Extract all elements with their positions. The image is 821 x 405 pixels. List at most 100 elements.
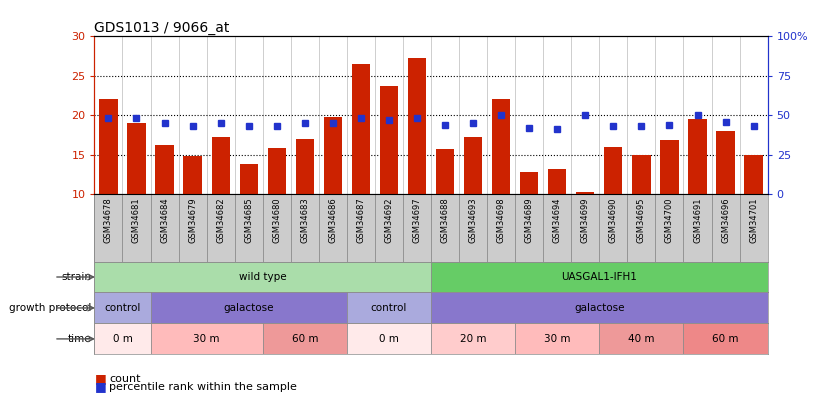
Bar [431,262,768,292]
Text: GSM34690: GSM34690 [609,197,618,243]
Text: GSM34682: GSM34682 [216,197,225,243]
Text: 40 m: 40 m [628,334,654,344]
Bar [459,194,487,262]
Bar [544,194,571,262]
Text: UASGAL1-IFH1: UASGAL1-IFH1 [562,272,637,282]
Bar [740,194,768,262]
Bar [408,58,426,194]
Bar [464,137,482,194]
Bar [235,194,263,262]
Text: GSM34698: GSM34698 [497,197,506,243]
Text: GSM34685: GSM34685 [244,197,253,243]
Bar [599,194,627,262]
Text: 30 m: 30 m [194,334,220,344]
Text: GSM34688: GSM34688 [441,197,450,243]
Bar [347,292,431,324]
Bar [183,156,202,194]
Text: percentile rank within the sample: percentile rank within the sample [109,382,297,392]
Bar [150,324,263,354]
Bar [403,194,431,262]
Text: GSM34693: GSM34693 [469,197,478,243]
Bar [323,117,342,194]
Bar [150,292,347,324]
Bar [240,164,258,194]
Bar [627,194,655,262]
Text: 60 m: 60 m [291,334,318,344]
Bar [122,194,150,262]
Text: GSM34687: GSM34687 [356,197,365,243]
Bar [268,148,286,194]
Bar [263,194,291,262]
Text: growth protocol: growth protocol [9,303,91,313]
Text: GSM34684: GSM34684 [160,197,169,243]
Text: control: control [371,303,407,313]
Bar [548,169,566,194]
Text: GSM34686: GSM34686 [328,197,337,243]
Text: 0 m: 0 m [112,334,132,344]
Bar [655,194,683,262]
Bar [380,86,398,194]
Bar [431,324,516,354]
Bar [94,292,150,324]
Bar [688,119,707,194]
Text: GSM34701: GSM34701 [749,197,758,243]
Bar [99,100,117,194]
Text: GSM34700: GSM34700 [665,197,674,243]
Text: galactose: galactose [223,303,274,313]
Bar [94,194,122,262]
Text: time: time [67,334,91,344]
Bar [660,141,679,194]
Bar [431,194,459,262]
Bar [375,194,403,262]
Text: GSM34681: GSM34681 [132,197,141,243]
Bar [296,139,314,194]
Bar [520,172,539,194]
Text: count: count [109,374,140,384]
Text: GSM34697: GSM34697 [412,197,421,243]
Text: 20 m: 20 m [460,334,486,344]
Bar [150,194,179,262]
Text: galactose: galactose [574,303,625,313]
Bar [291,194,319,262]
Bar [94,324,150,354]
Text: GSM34692: GSM34692 [384,197,393,243]
Text: 60 m: 60 m [713,334,739,344]
Bar [436,149,454,194]
Bar [94,262,431,292]
Bar [516,194,544,262]
Bar [745,155,763,194]
Bar [717,131,735,194]
Bar [207,194,235,262]
Text: control: control [104,303,140,313]
Text: strain: strain [61,272,91,282]
Text: GDS1013 / 9066_at: GDS1013 / 9066_at [94,21,230,35]
Bar [516,324,599,354]
Text: GSM34691: GSM34691 [693,197,702,243]
Bar [127,123,145,194]
Bar [492,99,511,194]
Text: GSM34679: GSM34679 [188,197,197,243]
Text: GSM34680: GSM34680 [273,197,282,243]
Bar [179,194,207,262]
Bar [347,194,375,262]
Bar [604,147,622,194]
Bar [571,194,599,262]
Text: GSM34699: GSM34699 [580,197,589,243]
Text: wild type: wild type [239,272,287,282]
Text: 0 m: 0 m [379,334,399,344]
Bar [263,324,347,354]
Bar [599,324,683,354]
Text: ■: ■ [94,372,106,385]
Bar [212,137,230,194]
Bar [487,194,516,262]
Text: GSM34695: GSM34695 [637,197,646,243]
Bar [155,145,174,194]
Text: GSM34696: GSM34696 [721,197,730,243]
Text: GSM34694: GSM34694 [553,197,562,243]
Text: GSM34683: GSM34683 [300,197,310,243]
Bar [347,324,431,354]
Text: 30 m: 30 m [544,334,571,344]
Text: GSM34689: GSM34689 [525,197,534,243]
Bar [683,194,712,262]
Bar [712,194,740,262]
